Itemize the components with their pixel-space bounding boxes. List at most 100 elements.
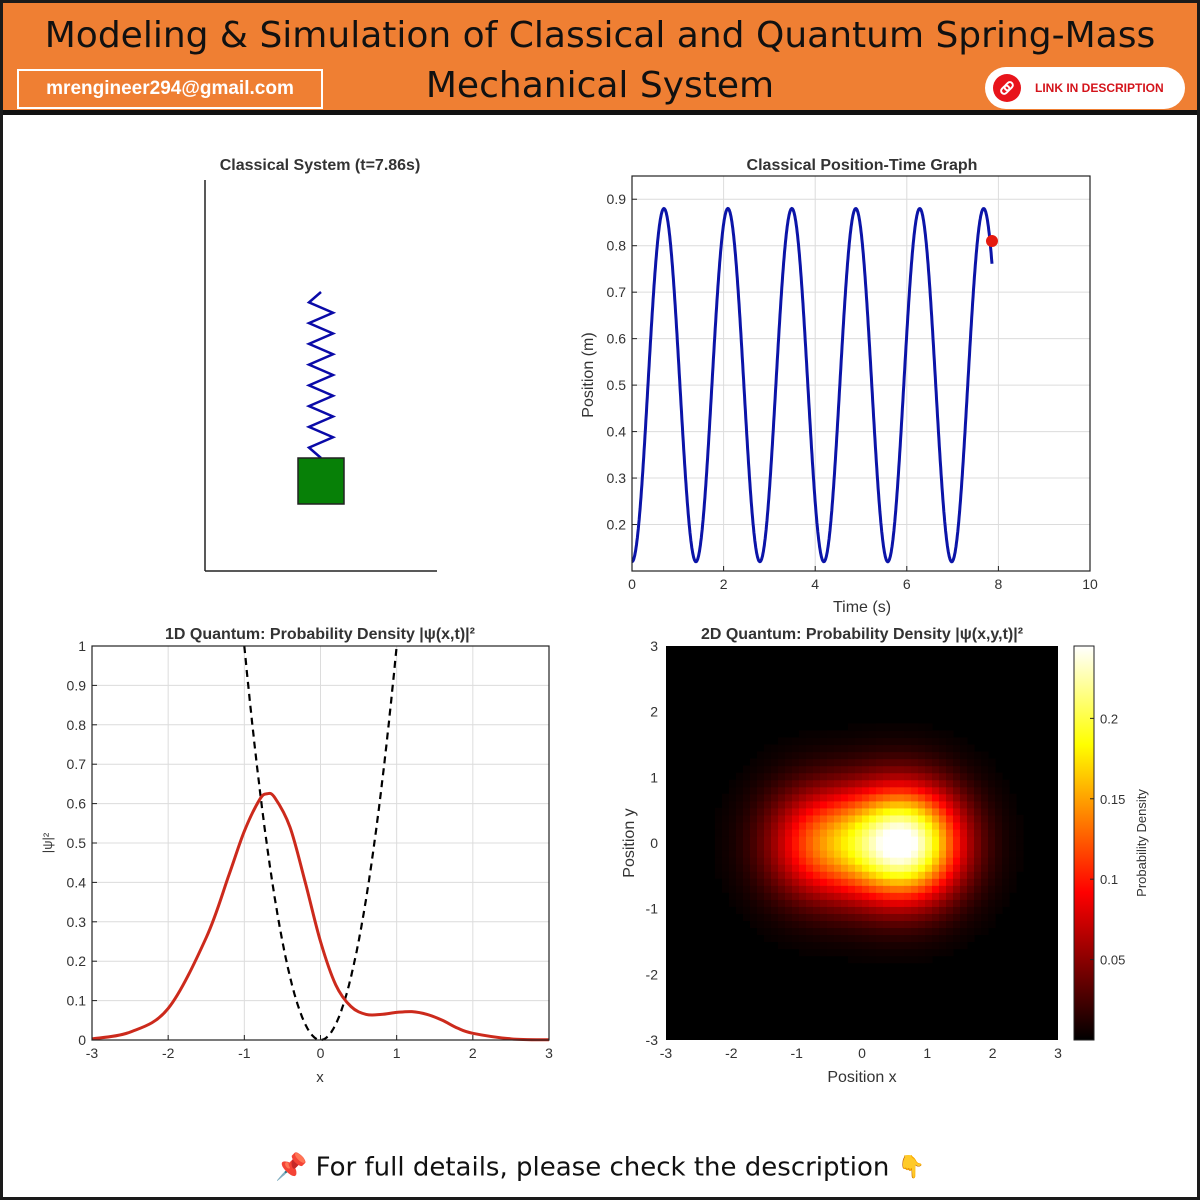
heatmap-cell	[771, 793, 779, 802]
heatmap-cell	[778, 885, 786, 893]
heatmap-cell	[974, 850, 982, 858]
heatmap-cell	[967, 800, 975, 809]
heatmap-cell	[785, 779, 793, 788]
heatmap-cell	[1002, 892, 1010, 900]
quantum-1d-ylabel: |ψ|²	[40, 832, 55, 853]
heatmap-cell	[764, 927, 772, 936]
heatmap-cell	[988, 828, 996, 837]
heatmap-cell	[932, 779, 940, 788]
heatmap-cell	[897, 913, 905, 921]
x-tick-label: 6	[903, 576, 911, 592]
heatmap-cell	[862, 751, 870, 760]
heatmap-cell	[820, 934, 828, 943]
potential-curve	[243, 645, 398, 1042]
heatmap-cell	[806, 800, 814, 809]
heatmap-cell	[778, 758, 786, 767]
heatmap-cell	[855, 821, 863, 830]
heatmap-cell	[750, 920, 758, 929]
heatmap-cell	[841, 899, 849, 907]
heatmap-cell	[806, 934, 814, 943]
heatmap-cell	[960, 793, 968, 802]
heatmap-cell	[827, 737, 835, 746]
heatmap-cell	[715, 864, 723, 872]
y-tick-label: 0.8	[67, 717, 87, 733]
x-tick-label: 2	[469, 1045, 477, 1061]
heatmap-cell	[911, 807, 919, 816]
heatmap-cell	[799, 850, 807, 858]
heatmap-cell	[757, 864, 765, 872]
heatmap-cell	[715, 843, 723, 851]
heatmap-cell	[813, 779, 821, 788]
heatmap-cell	[736, 850, 744, 858]
heatmap-cell	[974, 779, 982, 788]
heatmap-cell	[1002, 814, 1010, 823]
heatmap-cell	[750, 828, 758, 837]
heatmap-cell	[848, 779, 856, 788]
heatmap-cell	[799, 786, 807, 795]
heatmap-cell	[869, 786, 877, 795]
heatmap-cell	[855, 772, 863, 781]
heatmap-cell	[792, 737, 800, 746]
heatmap-cell	[890, 800, 898, 809]
heatmap-cell	[736, 800, 744, 809]
heatmap-cell	[1016, 835, 1024, 844]
heatmap-cell	[1009, 843, 1017, 851]
x-tick-label: -3	[660, 1045, 673, 1061]
heatmap-cell	[778, 906, 786, 914]
heatmap-cell	[974, 793, 982, 802]
heatmap-cell	[792, 807, 800, 816]
heatmap-cell	[946, 744, 954, 753]
heatmap-cell	[876, 751, 884, 760]
heatmap-cell	[897, 772, 905, 781]
heatmap-cell	[813, 744, 821, 753]
heatmap-cell	[743, 843, 751, 851]
heatmap-cell	[813, 751, 821, 760]
heatmap-cell	[834, 864, 842, 872]
heatmap-cell	[834, 948, 842, 957]
heatmap-cell	[820, 857, 828, 865]
heatmap-cell	[771, 821, 779, 830]
heatmap-cell	[806, 906, 814, 914]
heatmap-cell	[799, 843, 807, 851]
heatmap-cell	[729, 850, 737, 858]
heatmap-cell	[743, 765, 751, 774]
heatmap-cell	[799, 779, 807, 788]
heatmap-cell	[806, 779, 814, 788]
heatmap-cell	[904, 941, 912, 950]
heatmap-cell	[939, 807, 947, 816]
link-in-description-badge[interactable]: LINK IN DESCRIPTION	[985, 67, 1185, 109]
heatmap-cell	[869, 941, 877, 950]
heatmap-cell	[911, 786, 919, 795]
heatmap-cell	[862, 920, 870, 929]
heatmap-cell	[743, 807, 751, 816]
heatmap-cell	[785, 751, 793, 760]
heatmap-cell	[806, 885, 814, 893]
heatmap-cell	[995, 899, 1003, 907]
heatmap-cell	[729, 800, 737, 809]
heatmap-cell	[932, 899, 940, 907]
heatmap-cell	[757, 821, 765, 830]
heatmap-cell	[946, 730, 954, 739]
heatmap-cell	[883, 814, 891, 823]
heatmap-cell	[876, 723, 884, 732]
heatmap-cell	[939, 878, 947, 886]
heatmap-cell	[764, 772, 772, 781]
position-time-title: Classical Position-Time Graph	[747, 157, 978, 174]
heatmap-cell	[988, 779, 996, 788]
heatmap-cell	[764, 835, 772, 844]
heatmap-cell	[729, 793, 737, 802]
heatmap-cell	[799, 835, 807, 844]
heatmap-cell	[1016, 850, 1024, 858]
heatmap-cell	[841, 821, 849, 830]
heatmap-cell	[750, 772, 758, 781]
heatmap-cell	[897, 800, 905, 809]
heatmap-cell	[834, 793, 842, 802]
heatmap-cell	[946, 913, 954, 921]
heatmap-cell	[890, 934, 898, 943]
heatmap-cell	[750, 906, 758, 914]
position-time-ylabel: Position (m)	[580, 332, 597, 417]
heatmap-cell	[897, 885, 905, 893]
heatmap-cell	[960, 934, 968, 943]
heatmap-cell	[729, 864, 737, 872]
heatmap-cell	[883, 800, 891, 809]
